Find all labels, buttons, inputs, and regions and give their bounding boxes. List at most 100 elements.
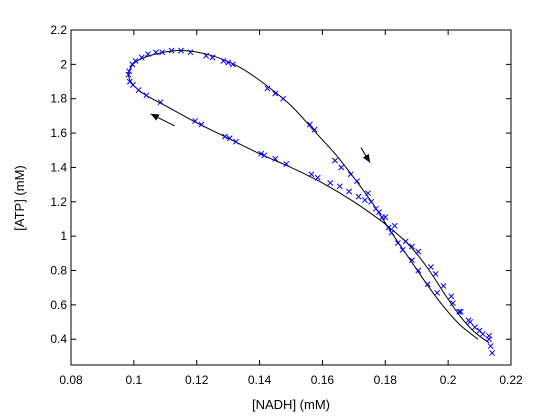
data-point-marker: [415, 267, 422, 274]
y-tick-label: 0.4: [50, 332, 67, 346]
data-point-marker: [388, 229, 395, 236]
data-point-marker: [385, 224, 392, 231]
data-point-marker: [306, 121, 313, 128]
data-point-marker: [280, 95, 287, 102]
data-point-marker: [327, 179, 334, 186]
y-tick-label: 0.6: [50, 298, 67, 312]
data-point-marker: [311, 126, 318, 133]
data-point-marker: [129, 61, 136, 68]
trajectory-curve: [128, 50, 490, 344]
x-axis-ticks: 0.08 0.1 0.12 0.14 0.16 0.18 0.2 0.22: [59, 30, 523, 387]
data-point-marker: [157, 99, 164, 106]
data-point-marker: [168, 47, 175, 54]
data-point-marker: [382, 214, 389, 221]
sample-markers: [125, 47, 496, 356]
data-point-marker: [283, 161, 290, 167]
x-tick-label: 0.14: [248, 373, 272, 387]
x-tick-label: 0.18: [374, 373, 398, 387]
data-point-marker: [402, 238, 409, 245]
x-tick-label: 0.16: [311, 373, 335, 387]
data-point-marker: [471, 324, 478, 331]
data-point-marker: [192, 118, 199, 125]
data-point-marker: [226, 135, 233, 142]
data-point-marker: [457, 308, 464, 315]
data-point-marker: [424, 281, 431, 288]
data-point-marker: [125, 71, 132, 78]
data-point-marker: [449, 300, 456, 307]
flow-arrow-head: [150, 113, 160, 121]
data-point-marker: [394, 240, 401, 246]
data-point-marker: [198, 121, 205, 128]
data-point-marker: [178, 47, 184, 54]
y-tick-label: 0.8: [50, 264, 67, 278]
data-point-marker: [489, 350, 496, 356]
y-tick-label: 1.6: [50, 126, 67, 140]
data-point-marker: [261, 152, 268, 159]
y-axis-label: [ATP] (mM): [12, 165, 27, 230]
data-point-marker: [143, 92, 150, 99]
data-point-marker: [432, 270, 439, 277]
y-axis-ticks: 0.4 0.6 0.8 1 1.2 1.4 1.6 1.8 2 2.2: [50, 23, 511, 346]
data-point-marker: [476, 327, 483, 334]
x-tick-label: 0.1: [126, 373, 143, 387]
data-point-marker: [440, 283, 447, 289]
data-point-marker: [138, 54, 145, 61]
data-point-marker: [229, 61, 236, 68]
flow-arrow-head: [362, 153, 370, 163]
data-point-marker: [361, 197, 368, 204]
data-point-marker: [203, 52, 210, 59]
data-point-marker: [336, 183, 343, 190]
data-point-marker: [456, 308, 463, 315]
data-point-marker: [272, 155, 279, 162]
direction-arrows: [150, 113, 371, 163]
y-tick-label: 1.4: [50, 160, 67, 174]
y-tick-label: 1: [60, 229, 67, 243]
data-point-marker: [332, 157, 338, 164]
y-tick-label: 2.2: [50, 23, 67, 37]
data-point-marker: [222, 133, 228, 140]
data-point-marker: [347, 171, 354, 178]
data-point-marker: [264, 85, 271, 92]
data-point-marker: [434, 289, 441, 296]
data-point-marker: [220, 57, 227, 64]
data-point-marker: [368, 198, 375, 205]
data-point-marker: [448, 293, 455, 300]
data-point-marker: [272, 90, 279, 97]
data-point-marker: [391, 222, 398, 229]
y-tick-label: 1.8: [50, 92, 67, 106]
data-point-marker: [376, 209, 382, 216]
data-point-marker: [409, 257, 415, 264]
data-point-marker: [346, 188, 353, 195]
data-point-marker: [258, 150, 265, 157]
data-point-marker: [225, 59, 232, 66]
data-point-marker: [409, 243, 415, 250]
x-axis-label: [NADH] (mM): [252, 397, 330, 412]
data-point-marker: [233, 138, 239, 145]
y-tick-label: 2: [60, 57, 67, 71]
data-point-marker: [487, 343, 494, 350]
data-point-marker: [129, 82, 136, 88]
x-tick-label: 0.08: [59, 373, 83, 387]
data-point-marker: [159, 49, 166, 56]
data-point-marker: [308, 171, 315, 178]
data-point-marker: [145, 51, 151, 58]
x-tick-label: 0.12: [185, 373, 209, 387]
data-point-marker: [209, 54, 216, 61]
x-tick-label: 0.22: [499, 373, 523, 387]
data-point-marker: [355, 193, 362, 200]
data-point-marker: [415, 248, 422, 255]
data-point-marker: [486, 332, 492, 339]
data-point-marker: [135, 87, 142, 94]
data-point-marker: [467, 319, 474, 326]
data-point-marker: [427, 264, 434, 271]
plot-area: [70, 29, 512, 366]
data-point-marker: [365, 190, 371, 197]
data-point-marker: [152, 49, 159, 56]
data-point-marker: [354, 178, 360, 185]
x-tick-label: 0.2: [440, 373, 457, 387]
y-tick-label: 1.2: [50, 195, 67, 209]
data-point-marker: [187, 49, 194, 56]
data-point-marker: [338, 164, 345, 171]
data-point-marker: [399, 246, 406, 253]
